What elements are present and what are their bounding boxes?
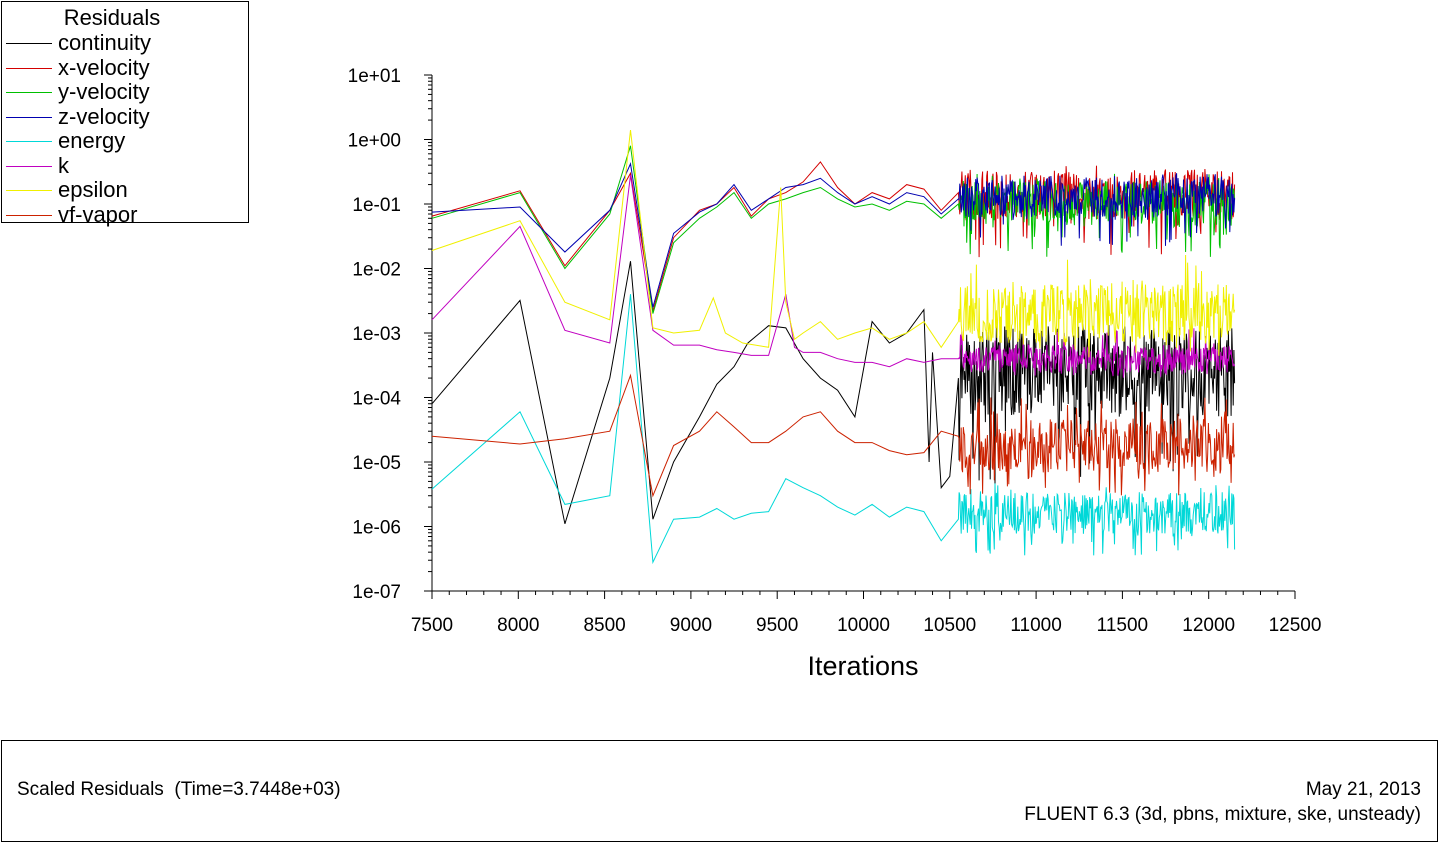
plot-description: Scaled Residuals (Time=3.7448e+03) xyxy=(17,779,341,800)
y-tick-label: 1e-03 xyxy=(352,324,401,345)
x-tick-label: 11500 xyxy=(1097,615,1148,636)
legend-item-y-velocity: y-velocity xyxy=(6,80,246,104)
x-axis-label: Iterations xyxy=(807,651,918,681)
legend-swatch xyxy=(6,214,52,216)
y-tick-label: 1e-04 xyxy=(352,389,401,410)
series-line-y-velocity xyxy=(431,145,1236,314)
legend-label: k xyxy=(58,152,69,178)
legend-label: continuity xyxy=(58,30,151,55)
series-line-epsilon xyxy=(431,130,1236,358)
legend-item-epsilon: epsilon xyxy=(6,178,246,202)
x-tick-label: 11000 xyxy=(1010,615,1061,636)
legend-item-k: k xyxy=(6,152,246,178)
legend-label: z-velocity xyxy=(58,103,150,129)
legend-item-z-velocity: z-velocity xyxy=(6,103,246,129)
legend-swatch xyxy=(6,190,52,191)
x-tick-label: 9000 xyxy=(670,615,712,636)
legend-label: vf-vapor xyxy=(58,201,138,227)
legend-item-continuity: continuity xyxy=(6,31,246,55)
y-tick-label: 1e-02 xyxy=(352,260,401,281)
legend-swatch xyxy=(6,67,52,69)
plot-date: May 21, 2013 xyxy=(1305,779,1421,800)
x-tick-label: 8000 xyxy=(497,615,539,636)
series-lines xyxy=(431,130,1236,565)
x-tick-label: 7500 xyxy=(411,615,453,636)
legend-item-energy: energy xyxy=(6,129,246,153)
series-line-continuity xyxy=(431,261,1236,524)
legend-label: epsilon xyxy=(58,177,128,202)
axes: 1e+01 1e+00 1e-01 1e-02 1e-03 1e-04 1e-05 1e-06… xyxy=(348,66,1322,636)
y-tick-label: 1e+00 xyxy=(348,131,401,152)
series-line-z-velocity xyxy=(431,162,1236,308)
legend-swatch xyxy=(6,165,52,167)
y-tick-label: 1e-05 xyxy=(352,453,401,474)
series-line-energy xyxy=(431,294,1236,565)
legend-label: y-velocity xyxy=(58,79,150,104)
legend-swatch xyxy=(6,92,52,93)
series-line-vf-vapor xyxy=(431,373,1236,498)
y-tick-label: 1e-07 xyxy=(352,582,401,603)
legend-swatch xyxy=(6,116,52,118)
x-tick-label: 10000 xyxy=(837,615,890,636)
x-tick-label: 12000 xyxy=(1182,615,1235,636)
footer-info-panel: Scaled Residuals (Time=3.7448e+03) May 2… xyxy=(1,740,1438,842)
y-tick-label: 1e-01 xyxy=(352,195,401,216)
legend-title: Residuals xyxy=(63,5,161,30)
solver-version: FLUENT 6.3 (3d, pbns, mixture, ske, unst… xyxy=(1024,804,1421,825)
legend-swatch xyxy=(6,141,52,142)
legend-label: energy xyxy=(58,128,126,153)
x-tick-label: 10500 xyxy=(923,615,976,636)
y-tick-label: 1e+01 xyxy=(348,66,401,87)
legend-swatch xyxy=(6,43,52,44)
x-tick-label: 9500 xyxy=(756,615,798,636)
legend: Residuals continuity x-velocity y-velocity… xyxy=(1,1,249,226)
x-tick-label: 8500 xyxy=(583,615,625,636)
y-tick-label: 1e-06 xyxy=(352,518,401,539)
legend-item-vf-vapor: vf-vapor xyxy=(6,201,246,227)
legend-item-x-velocity: x-velocity xyxy=(6,54,246,80)
legend-label: x-velocity xyxy=(58,54,150,80)
x-tick-label: 12500 xyxy=(1269,615,1322,636)
